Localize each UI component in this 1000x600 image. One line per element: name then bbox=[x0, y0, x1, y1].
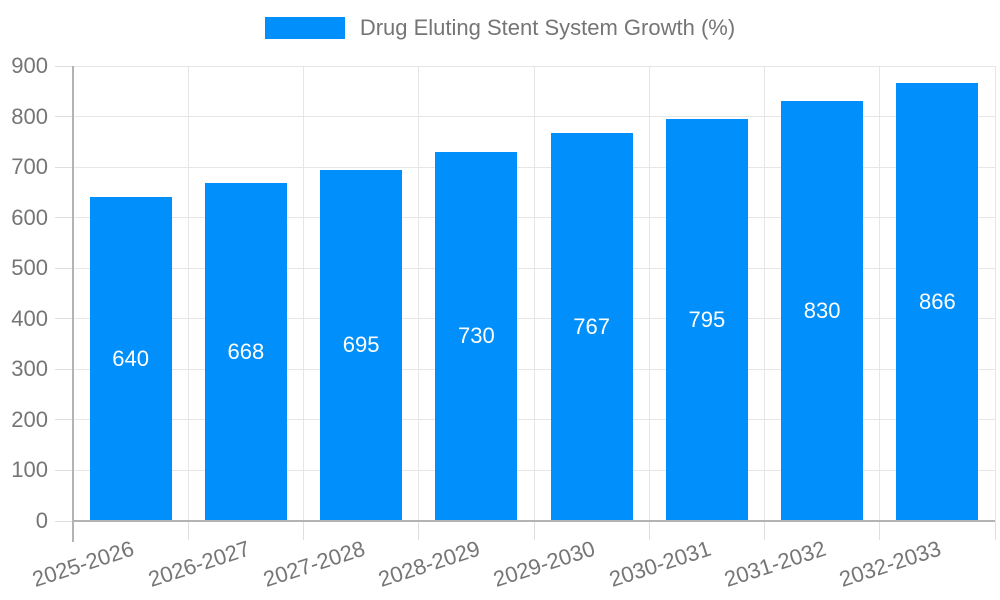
x-axis-tick bbox=[303, 521, 304, 540]
x-axis-tick bbox=[533, 521, 535, 540]
y-axis-tick bbox=[55, 267, 73, 269]
x-axis-tick bbox=[994, 521, 996, 540]
y-axis-tick bbox=[55, 166, 73, 168]
bar-value-label: 866 bbox=[919, 289, 956, 315]
v-gridline bbox=[533, 66, 535, 521]
y-axis-tick-label: 600 bbox=[11, 204, 48, 230]
x-axis-tick bbox=[418, 521, 420, 540]
y-axis-tick bbox=[55, 469, 73, 471]
x-axis-tick bbox=[879, 521, 881, 540]
bar-value-label: 830 bbox=[803, 298, 841, 324]
x-axis-tick-label: 2028-2029 bbox=[375, 535, 484, 592]
y-axis-tick-label: 900 bbox=[11, 53, 48, 78]
v-gridline bbox=[303, 66, 304, 521]
v-gridline bbox=[879, 66, 881, 521]
bar-value-label: 640 bbox=[112, 346, 149, 372]
legend-item[interactable]: Drug Eluting Stent System Growth (%) bbox=[264, 15, 736, 41]
y-axis-tick bbox=[55, 520, 73, 522]
bar-value-label: 767 bbox=[573, 314, 610, 340]
x-axis-tick-label: 2029-2030 bbox=[490, 535, 599, 592]
x-axis-tick-label: 2031-2032 bbox=[721, 535, 829, 592]
y-axis-tick bbox=[55, 116, 73, 118]
y-axis-tick bbox=[55, 368, 73, 370]
legend-swatch-icon bbox=[264, 17, 345, 39]
y-axis-tick-label: 700 bbox=[11, 154, 48, 180]
bar-value-label: 730 bbox=[458, 323, 495, 349]
y-axis-tick bbox=[55, 318, 73, 320]
x-axis-tick bbox=[764, 521, 765, 540]
bar-value-label: 795 bbox=[688, 307, 726, 333]
y-axis-line bbox=[71, 66, 74, 542]
y-axis-tick-label: 800 bbox=[11, 103, 48, 129]
x-axis-tick-label: 2027-2028 bbox=[260, 535, 368, 592]
x-axis-tick-label: 2025-2026 bbox=[29, 535, 138, 592]
bar: 730 bbox=[435, 151, 518, 521]
x-axis-tick-label: 2032-2033 bbox=[836, 535, 945, 592]
x-axis-tick bbox=[187, 521, 189, 540]
bar: 866 bbox=[896, 83, 979, 521]
v-gridline bbox=[187, 66, 189, 521]
y-axis-tick-label: 0 bbox=[35, 508, 48, 533]
bar: 668 bbox=[204, 183, 287, 521]
bar-value-label: 668 bbox=[227, 339, 265, 365]
bar: 830 bbox=[781, 101, 864, 521]
bar-value-label: 695 bbox=[342, 332, 380, 358]
y-axis-tick bbox=[55, 217, 73, 219]
bar: 795 bbox=[665, 119, 748, 521]
bar: 640 bbox=[89, 197, 172, 521]
x-axis-tick-label: 2026-2027 bbox=[144, 535, 253, 592]
y-axis-tick-label: 200 bbox=[11, 406, 48, 432]
bar: 767 bbox=[550, 133, 633, 521]
y-axis-tick-label: 400 bbox=[11, 305, 48, 331]
y-axis-tick-label: 300 bbox=[11, 356, 48, 382]
v-gridline bbox=[648, 66, 650, 521]
y-axis-tick-label: 100 bbox=[11, 457, 48, 483]
x-axis-tick-label: 2030-2031 bbox=[605, 535, 714, 592]
v-gridline bbox=[764, 66, 765, 521]
y-axis-tick bbox=[55, 419, 73, 421]
y-axis-tick bbox=[55, 65, 73, 67]
v-gridline bbox=[994, 66, 996, 521]
bar: 695 bbox=[320, 169, 403, 521]
x-axis-tick bbox=[648, 521, 650, 540]
x-axis-line bbox=[73, 520, 995, 522]
legend-label: Drug Eluting Stent System Growth (%) bbox=[359, 15, 736, 40]
y-axis-tick-label: 500 bbox=[11, 255, 48, 281]
v-gridline bbox=[418, 66, 420, 521]
legend: Drug Eluting Stent System Growth (%) bbox=[0, 15, 1000, 41]
